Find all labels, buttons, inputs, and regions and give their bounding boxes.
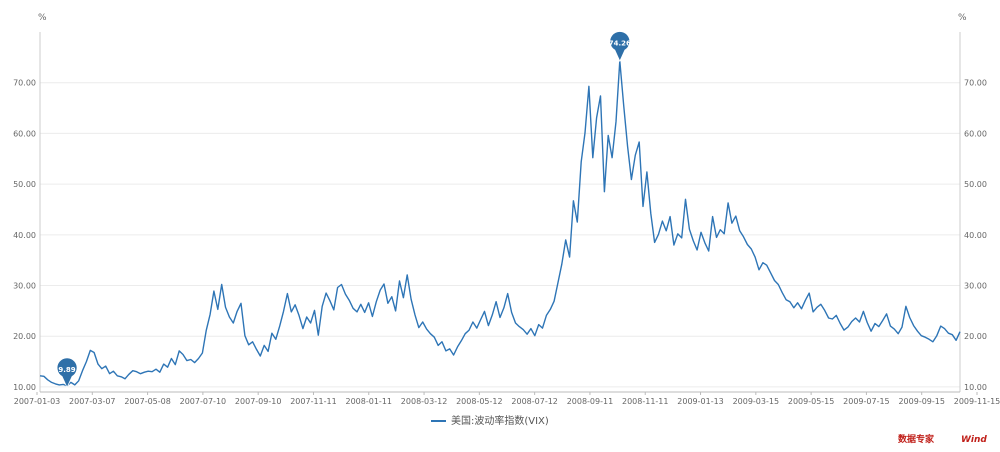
x-tick-label: 2009-07-15 <box>843 397 890 406</box>
x-tick-label: 2008-01-11 <box>346 397 393 406</box>
watermark-text-b: Wind <box>961 435 987 445</box>
x-tick-label: 2007-03-07 <box>69 397 116 406</box>
series-line-vix <box>39 60 961 387</box>
x-tick-label: 2009-09-15 <box>898 397 945 406</box>
y-tick-label-right: 70.00 <box>964 79 987 88</box>
legend-label: 美国:波动率指数(VIX) <box>451 414 549 427</box>
y-tick-label-right: 20.00 <box>964 332 987 341</box>
legend[interactable]: 美国:波动率指数(VIX) <box>431 414 549 427</box>
y-tick-label-right: 40.00 <box>964 231 987 240</box>
x-tick-label: 2009-01-13 <box>677 397 724 406</box>
min-marker-label: 9.89 <box>58 366 75 374</box>
y-tick-label-left: 30.00 <box>13 282 36 291</box>
y-tick-label-right: 50.00 <box>964 180 987 189</box>
axes: % % <box>38 13 967 393</box>
marker-layer: 9.89 74.26 <box>56 31 631 389</box>
x-tick-label: 2007-01-03 <box>14 397 61 406</box>
x-tick-label: 2008-11-11 <box>622 397 669 406</box>
y-tick-label-left: 50.00 <box>13 180 36 189</box>
y-tick-label-right: 30.00 <box>964 282 987 291</box>
series-layer <box>39 60 961 387</box>
x-tick-label: 2009-05-15 <box>788 397 835 406</box>
x-tick-label: 2007-07-10 <box>180 397 227 406</box>
y-tick-label-left: 60.00 <box>13 129 36 138</box>
x-tick-label: 2009-03-15 <box>733 397 780 406</box>
y-tick-label-left: 10.00 <box>13 383 36 392</box>
x-tick-label: 2009-11-15 <box>954 397 1000 406</box>
grid-lines <box>40 82 960 388</box>
min-marker-pin <box>56 357 78 389</box>
x-tick-label: 2007-09-10 <box>235 397 282 406</box>
y-tick-label-left: 20.00 <box>13 332 36 341</box>
y-tick-label-right: 10.00 <box>964 383 987 392</box>
right-axis-unit: % <box>958 13 967 23</box>
y-tick-label-right: 60.00 <box>964 129 987 138</box>
x-tick-label: 2007-05-08 <box>124 397 171 406</box>
x-tick-label: 2008-07-12 <box>511 397 558 406</box>
y-tick-labels: 10.00 10.00 20.00 20.00 30.00 30.00 40.00 40.00… <box>13 79 987 392</box>
max-marker-label: 74.26 <box>609 40 631 48</box>
watermark-text-a: 数据专家 <box>898 433 935 445</box>
wind-watermark: 数据专家 Wind <box>898 433 987 445</box>
y-tick-label-left: 70.00 <box>13 79 36 88</box>
left-axis-unit: % <box>38 13 47 23</box>
x-tick-label: 2008-05-12 <box>456 397 503 406</box>
x-tick-labels: 2007-01-03 2007-03-07 2007-05-08 2007-07-10… <box>14 392 1000 406</box>
max-marker-pin <box>609 31 631 63</box>
x-tick-label: 2007-11-11 <box>290 397 337 406</box>
y-tick-label-left: 40.00 <box>13 231 36 240</box>
x-tick-label: 2008-03-12 <box>401 397 448 406</box>
x-tick-label: 2008-09-11 <box>567 397 614 406</box>
